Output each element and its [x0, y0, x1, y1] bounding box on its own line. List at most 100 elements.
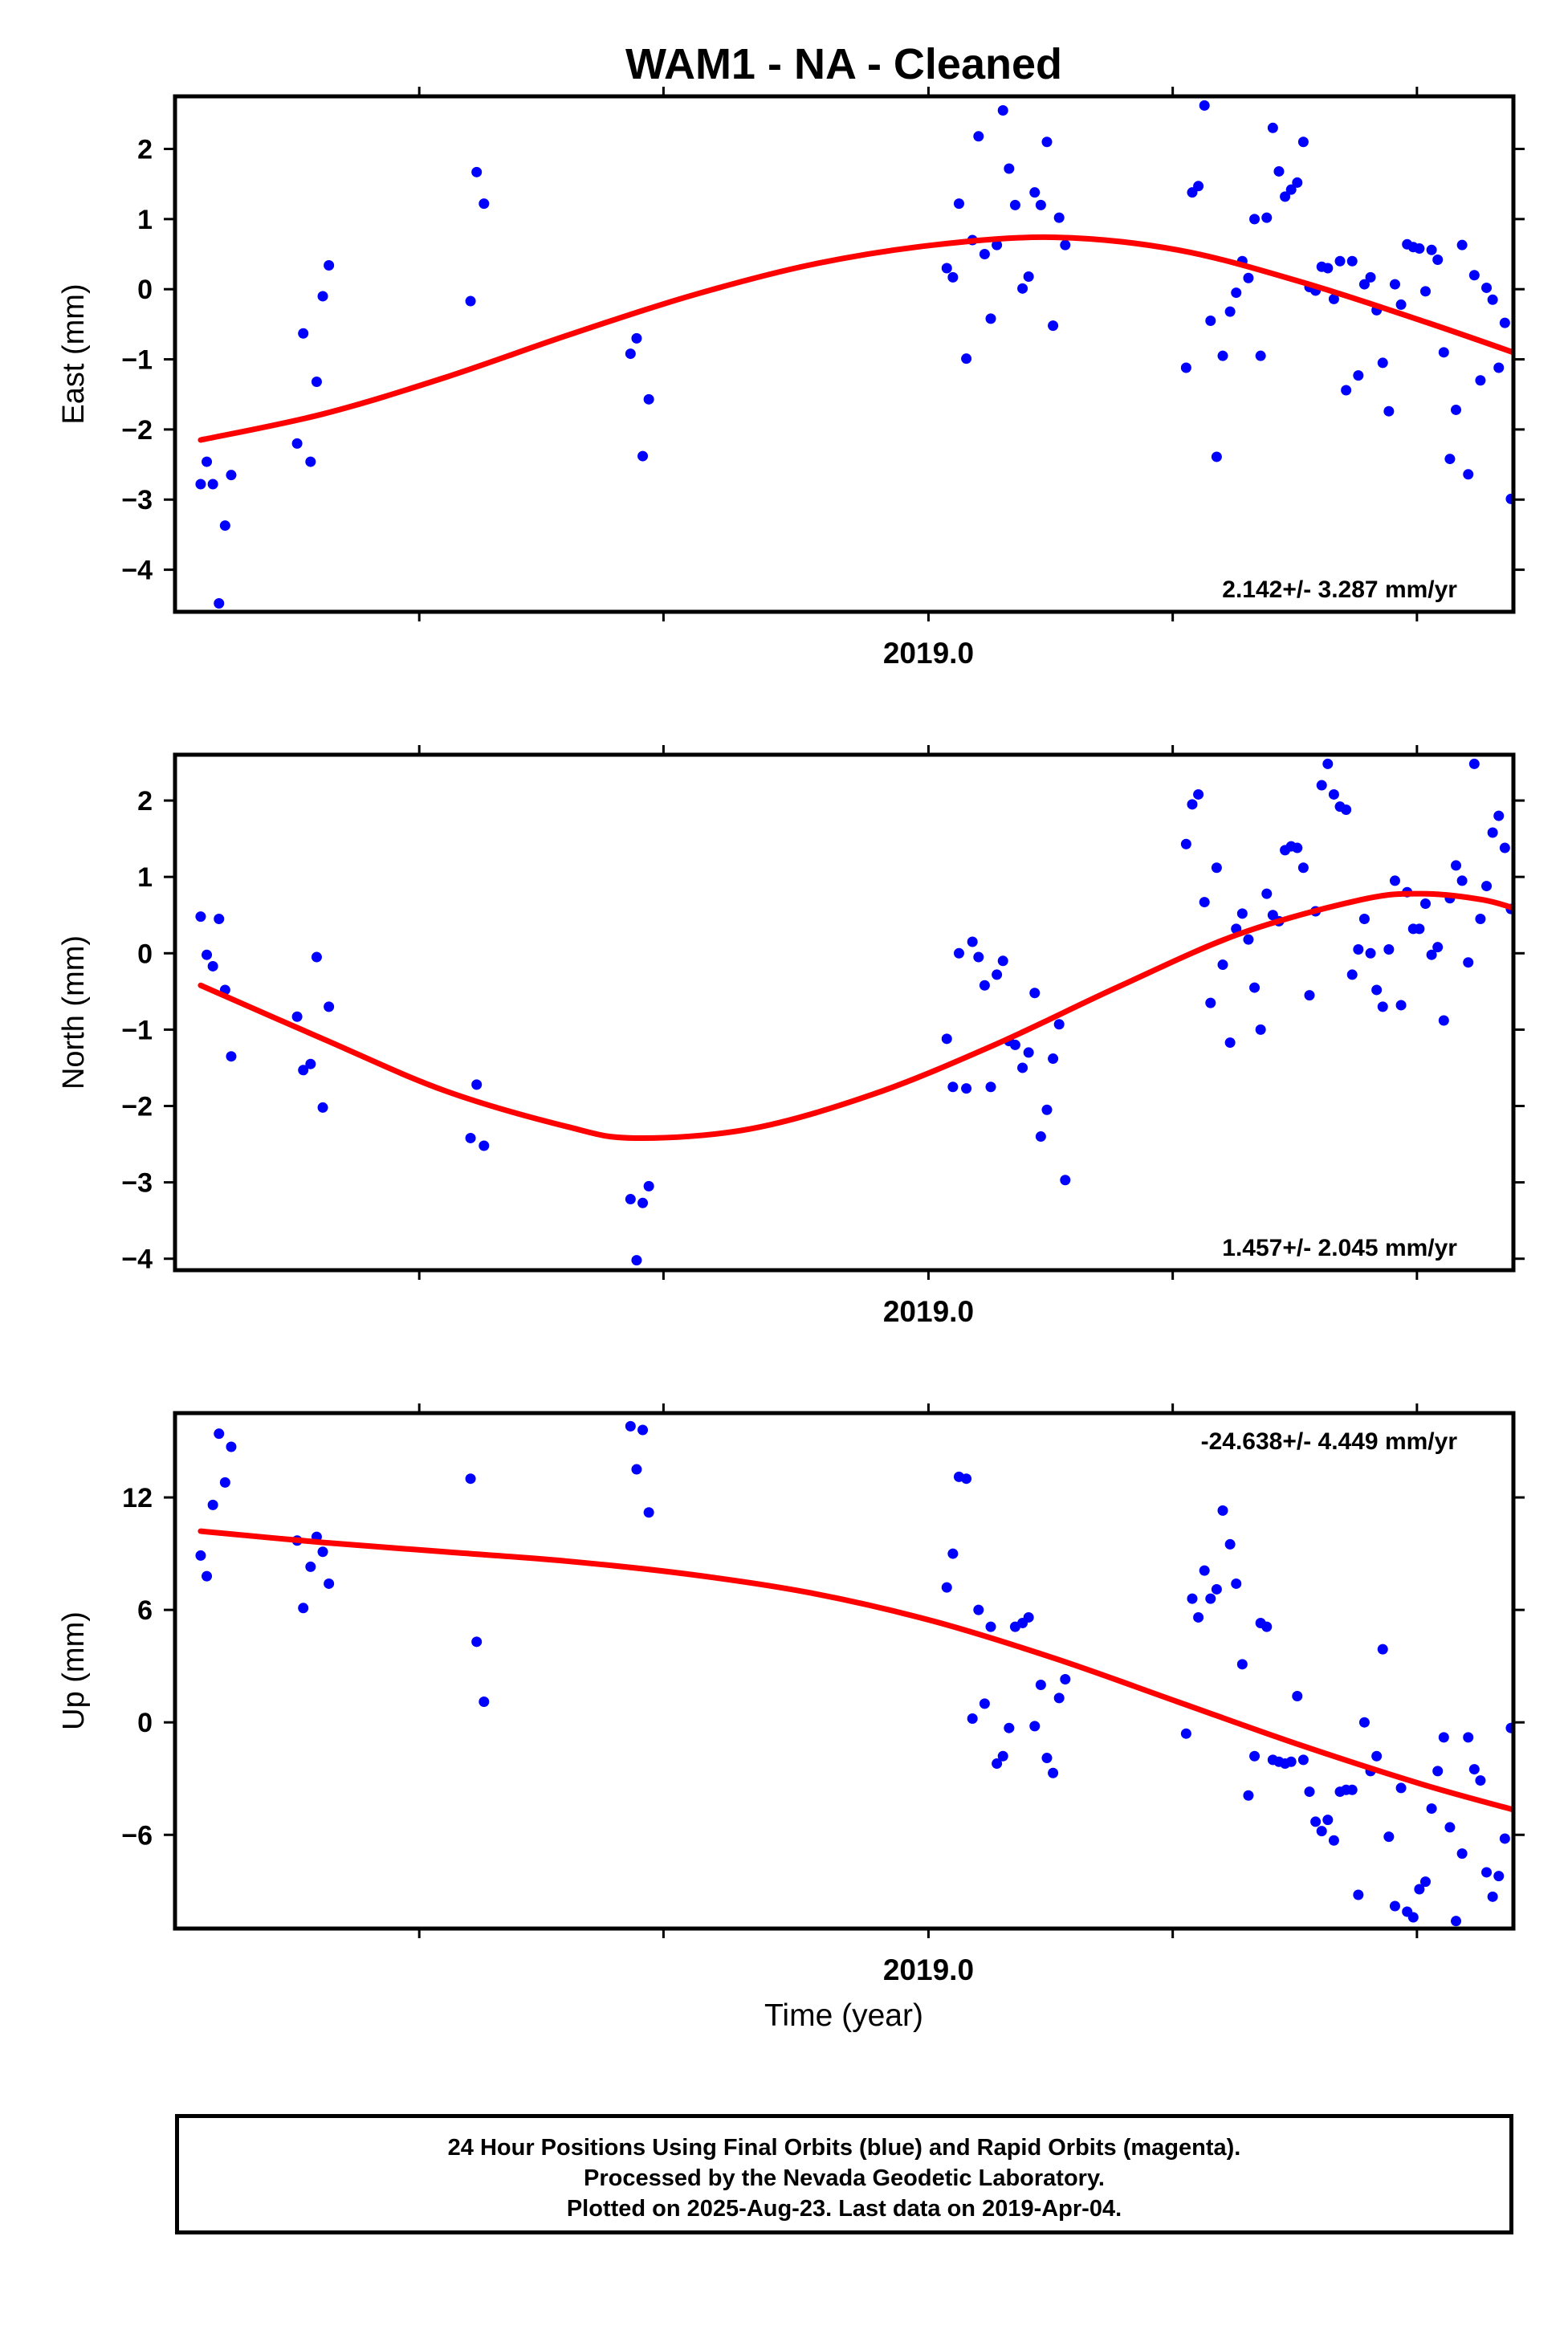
data-point: [947, 271, 959, 283]
data-point: [1009, 199, 1020, 210]
data-point: [471, 166, 483, 177]
data-point: [979, 980, 990, 991]
data-point: [207, 960, 218, 972]
data-point: [311, 377, 322, 388]
data-point: [637, 1197, 649, 1208]
x-axis-label: Time (year): [764, 1998, 923, 2033]
data-point: [1451, 404, 1462, 415]
data-point: [1358, 279, 1370, 290]
data-point: [643, 1180, 654, 1191]
y-tick-label: −1: [121, 1015, 153, 1045]
data-point: [1456, 239, 1468, 251]
y-tick-label: 0: [137, 1708, 153, 1738]
data-point: [195, 911, 206, 923]
data-point: [1322, 263, 1334, 274]
data-point: [967, 936, 978, 947]
data-point: [1518, 418, 1529, 429]
data-point: [1035, 199, 1046, 210]
panel-north: −4 −3 −2 −1 0 1 2 2019.0 North (mm) 1.457+/- 2.04…: [57, 745, 1525, 1328]
data-point: [1322, 1815, 1334, 1826]
data-point: [1377, 1001, 1388, 1012]
data-point: [1419, 898, 1431, 909]
data-point: [992, 239, 1003, 251]
y-tick-label: −2: [121, 415, 153, 446]
data-point: [961, 353, 972, 365]
data-point: [1053, 1693, 1065, 1704]
data-point: [1231, 287, 1242, 299]
plot-frame: [173, 752, 1516, 1273]
data-point: [1377, 1644, 1388, 1655]
data-point: [979, 1698, 990, 1709]
data-point: [1217, 350, 1228, 361]
data-point: [1193, 181, 1204, 192]
data-point: [1304, 990, 1315, 1001]
data-point: [298, 1065, 309, 1076]
data-point: [1316, 1826, 1327, 1837]
data-point: [1060, 239, 1071, 251]
data-point: [1419, 1876, 1431, 1888]
data-point: [625, 1194, 636, 1205]
data-point: [1231, 1578, 1242, 1589]
data-point: [1481, 1867, 1493, 1878]
data-point: [1297, 862, 1309, 874]
data-point: [1255, 350, 1266, 361]
chart-title: WAM1 - NA - Cleaned: [625, 40, 1062, 88]
data-point: [1371, 984, 1383, 996]
data-point: [1017, 1062, 1028, 1073]
data-point: [997, 955, 1008, 967]
footer-line-3: Plotted on 2025-Aug-23. Last data on 201…: [566, 2196, 1122, 2222]
data-point: [1029, 1721, 1041, 1732]
data-point: [195, 1550, 206, 1561]
data-point: [1346, 1784, 1358, 1795]
data-point: [1041, 1753, 1053, 1764]
data-point: [1456, 875, 1468, 886]
data-point: [1444, 454, 1456, 465]
data-point: [1353, 1889, 1364, 1900]
data-point: [1060, 1175, 1071, 1186]
data-point: [1180, 838, 1191, 849]
fit-curve: [198, 890, 1513, 1142]
y-tick-label: −3: [121, 1168, 153, 1199]
data-point: [1205, 997, 1216, 1008]
data-point: [1310, 1816, 1322, 1827]
data-point: [1463, 957, 1474, 968]
data-point: [479, 1697, 490, 1708]
data-point: [1499, 1833, 1510, 1844]
data-point: [1273, 165, 1285, 177]
data-point: [1389, 1900, 1400, 1912]
data-point: [1395, 1782, 1407, 1794]
data-point: [1383, 1831, 1395, 1843]
data-point: [1365, 947, 1376, 959]
data-point: [1328, 788, 1339, 800]
data-point: [631, 1464, 642, 1475]
data-point: [1341, 804, 1352, 815]
data-point: [1017, 283, 1028, 294]
x-tick-label: 2019.0: [883, 1953, 974, 1986]
data-point: [1249, 214, 1261, 225]
panel-up: −6 0 6 12 2019.0 Up (mm) -24.638+/- 4.449 mm/y…: [57, 1403, 1529, 1986]
y-tick-label: 12: [122, 1483, 153, 1513]
data-point: [1048, 1767, 1059, 1778]
data-point: [1518, 1745, 1529, 1756]
data-point: [465, 1473, 476, 1485]
data-point: [1493, 810, 1505, 821]
data-point: [1481, 881, 1493, 892]
data-point: [1041, 136, 1053, 148]
x-tick-label: 2019.0: [883, 1295, 974, 1328]
y-tick-label: 6: [137, 1595, 153, 1626]
data-point: [1205, 316, 1216, 327]
plot-frame: [173, 1411, 1516, 1931]
footer-line-2: Processed by the Nevada Geodetic Laborat…: [584, 2165, 1105, 2191]
data-point: [1060, 1674, 1071, 1685]
data-point: [202, 1570, 213, 1582]
data-point: [1224, 1037, 1236, 1049]
data-point: [1035, 1680, 1046, 1691]
data-point: [1261, 212, 1273, 223]
data-point: [207, 479, 218, 490]
data-point: [1322, 758, 1334, 769]
data-point: [1383, 944, 1395, 955]
panel-east: −4 −3 −2 −1 0 1 2 2019.0 East (mm) 2.142+/- 3.287…: [57, 87, 1529, 670]
data-point: [1432, 255, 1444, 266]
y-tick-label: 2: [137, 135, 153, 165]
